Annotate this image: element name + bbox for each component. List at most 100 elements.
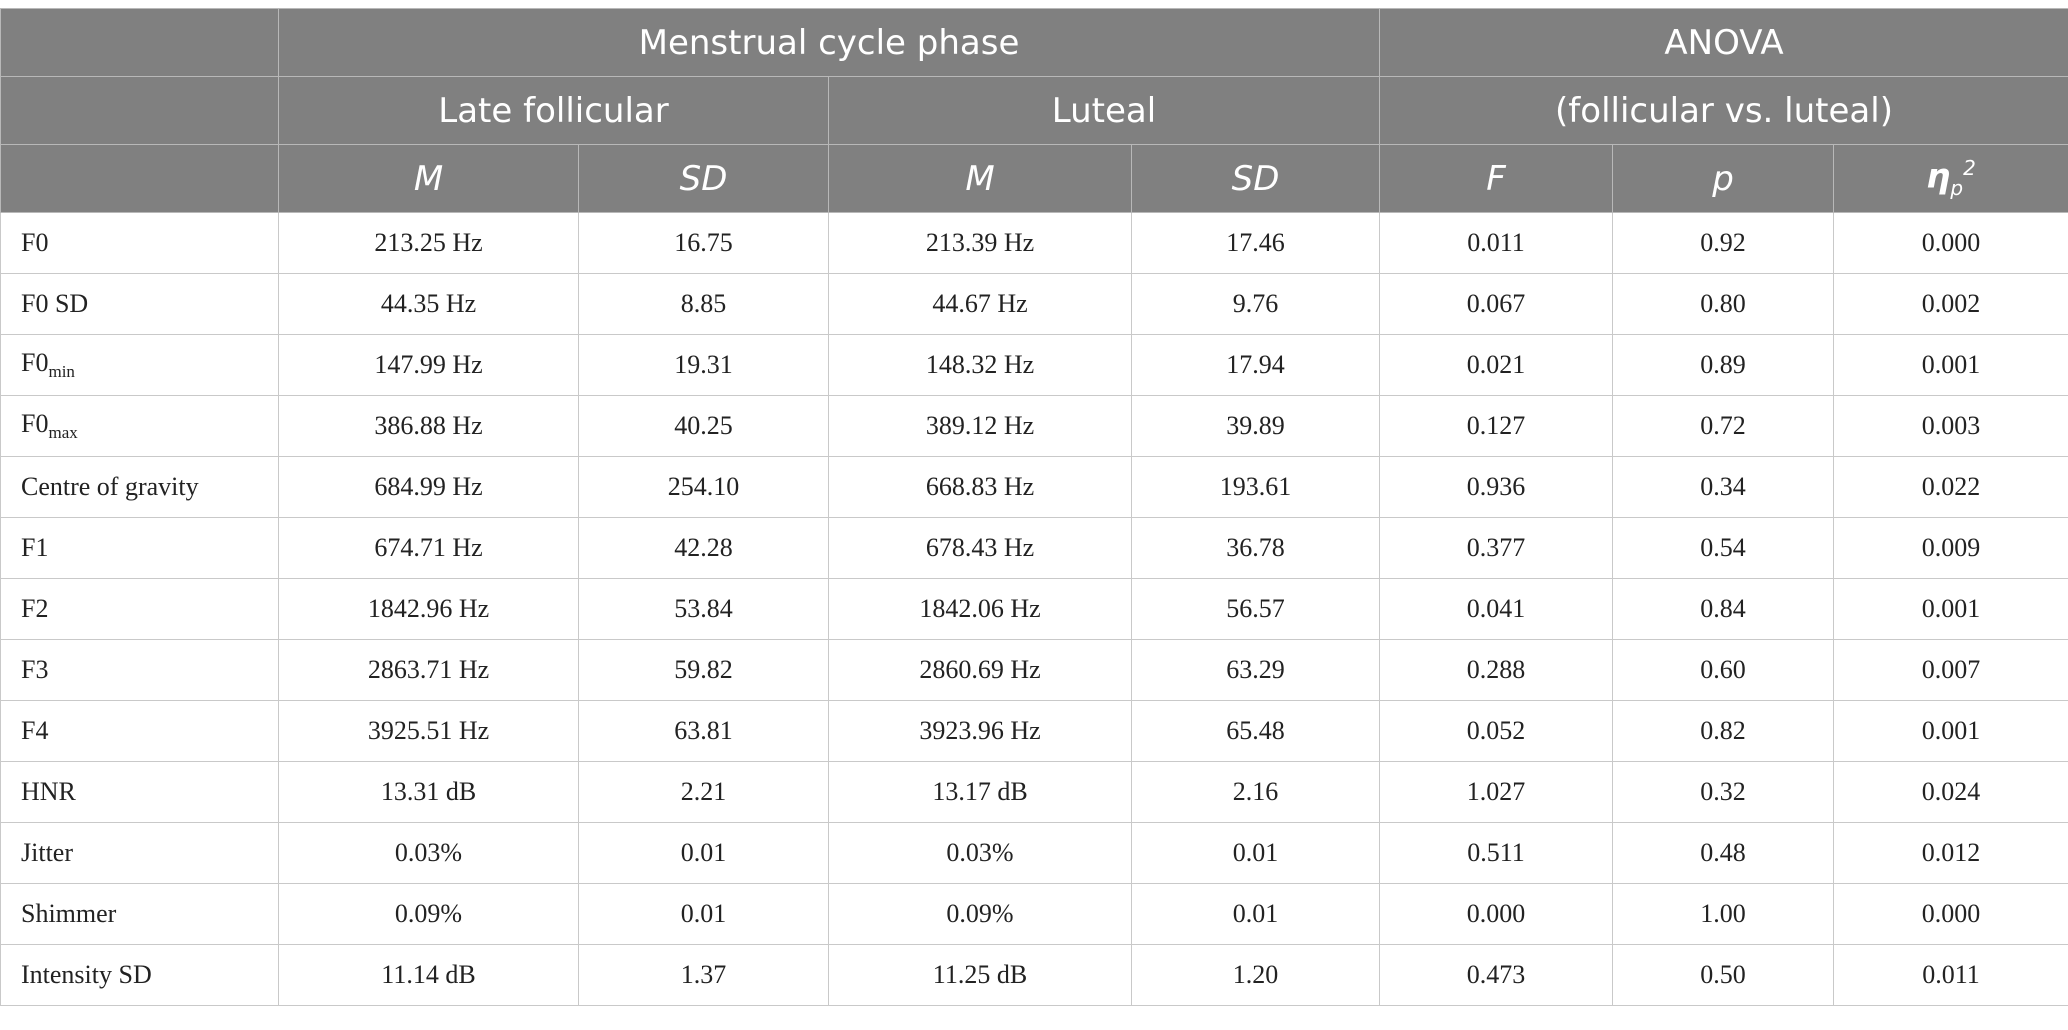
row-label: F0max [0,395,279,457]
anova-eta-cell: 0.012 [1832,822,2068,884]
table-row: F3 2863.71 Hz 59.82 2860.69 Hz 63.29 0.288 0.6… [0,639,2068,701]
row-label-text: Centre of gravity [21,472,199,501]
follicular-sd-cell: 1.37 [578,944,829,1006]
follicular-m-cell: 2863.71 Hz [278,639,579,701]
table-row: HNR 13.31 dB 2.21 13.17 dB 2.16 1.027 0.32 0.02… [0,761,2068,823]
follicular-m-cell: 386.88 Hz [278,395,579,457]
anova-p-cell: 0.82 [1612,700,1834,762]
follicular-m-cell: 44.35 Hz [278,273,579,335]
anova-eta-cell: 0.003 [1832,395,2068,457]
anova-f-cell: 0.377 [1379,517,1613,579]
row-label: F4 [0,700,279,762]
header-anova-f: F [1379,144,1613,213]
anova-f-cell: 0.067 [1379,273,1613,335]
follicular-sd-cell: 63.81 [578,700,829,762]
header-luteal-sd: SD [1131,144,1380,213]
row-label-text: F0 [21,408,49,438]
follicular-m-cell: 684.99 Hz [278,456,579,518]
follicular-m-cell: 0.09% [278,883,579,945]
header-late-follicular: Late follicular [278,76,829,145]
luteal-m-cell: 148.32 Hz [828,334,1132,396]
anova-eta-cell: 0.001 [1832,334,2068,396]
row-label-text: F2 [21,594,49,623]
anova-p-cell: 0.92 [1612,212,1834,274]
follicular-m-cell: 1842.96 Hz [278,578,579,640]
anova-eta-cell: 0.024 [1832,761,2068,823]
anova-eta-cell: 0.000 [1832,883,2068,945]
follicular-m-cell: 213.25 Hz [278,212,579,274]
anova-p-cell: 1.00 [1612,883,1834,945]
anova-eta-cell: 0.007 [1832,639,2068,701]
luteal-m-cell: 44.67 Hz [828,273,1132,335]
header-corner [0,8,279,77]
table-row: F4 3925.51 Hz 63.81 3923.96 Hz 65.48 0.052 0.8… [0,700,2068,762]
anova-p-cell: 0.34 [1612,456,1834,518]
header-follicular-m: M [278,144,579,213]
follicular-sd-cell: 8.85 [578,273,829,335]
anova-f-cell: 0.127 [1379,395,1613,457]
luteal-m-cell: 11.25 dB [828,944,1132,1006]
anova-p-cell: 0.54 [1612,517,1834,579]
anova-p-cell: 0.60 [1612,639,1834,701]
anova-f-cell: 1.027 [1379,761,1613,823]
table-row: F2 1842.96 Hz 53.84 1842.06 Hz 56.57 0.041 0.8… [0,578,2068,640]
follicular-m-cell: 13.31 dB [278,761,579,823]
row-label: F3 [0,639,279,701]
luteal-sd-cell: 193.61 [1131,456,1380,518]
row-label: HNR [0,761,279,823]
luteal-m-cell: 668.83 Hz [828,456,1132,518]
follicular-sd-cell: 2.21 [578,761,829,823]
luteal-m-cell: 13.17 dB [828,761,1132,823]
table-row: F0 213.25 Hz 16.75 213.39 Hz 17.46 0.011 0.92 0… [0,212,2068,274]
header-luteal: Luteal [828,76,1380,145]
anova-f-cell: 0.473 [1379,944,1613,1006]
row-label: Intensity SD [0,944,279,1006]
anova-f-cell: 0.288 [1379,639,1613,701]
anova-p-cell: 0.48 [1612,822,1834,884]
anova-eta-cell: 0.009 [1832,517,2068,579]
row-label-text: F0 [21,228,49,257]
row-label-text: Intensity SD [21,960,152,989]
eta-subscript: p [1950,176,1964,201]
table-row: Intensity SD 11.14 dB 1.37 11.25 dB 1.20 0.47… [0,944,2068,1006]
header-phase-title: Menstrual cycle phase [278,8,1380,77]
luteal-sd-cell: 0.01 [1131,822,1380,884]
anova-p-cell: 0.32 [1612,761,1834,823]
row-label: F2 [0,578,279,640]
follicular-m-cell: 147.99 Hz [278,334,579,396]
follicular-sd-cell: 0.01 [578,822,829,884]
luteal-sd-cell: 9.76 [1131,273,1380,335]
row-label-text: Shimmer [21,899,117,928]
header-luteal-m: M [828,144,1132,213]
follicular-m-cell: 0.03% [278,822,579,884]
anova-p-cell: 0.89 [1612,334,1834,396]
follicular-m-cell: 674.71 Hz [278,517,579,579]
luteal-sd-cell: 17.46 [1131,212,1380,274]
anova-f-cell: 0.021 [1379,334,1613,396]
row-label-subscript: min [48,362,75,382]
results-table: Menstrual cycle phase ANOVA Late follicu… [0,8,2068,1006]
luteal-sd-cell: 39.89 [1131,395,1380,457]
header-anova-subtitle: (follicular vs. luteal) [1378,76,2068,145]
row-label-text: F1 [21,533,49,562]
anova-p-cell: 0.72 [1612,395,1834,457]
row-label-text: F3 [21,655,49,684]
row-label-text: F0 SD [21,289,89,318]
luteal-sd-cell: 63.29 [1131,639,1380,701]
header-anova-title: ANOVA [1378,8,2068,77]
luteal-sd-cell: 1.20 [1131,944,1380,1006]
luteal-m-cell: 3923.96 Hz [828,700,1132,762]
eta-symbol: η [1926,156,1951,197]
row-label: Jitter [0,822,279,884]
table-row: Shimmer 0.09% 0.01 0.09% 0.01 0.000 1.00 0.000 [0,883,2068,945]
luteal-sd-cell: 65.48 [1131,700,1380,762]
header-corner-2 [0,76,279,145]
row-label: F0 [0,212,279,274]
anova-eta-cell: 0.001 [1832,578,2068,640]
row-label-text: F0 [21,347,49,377]
follicular-m-cell: 11.14 dB [278,944,579,1006]
luteal-m-cell: 0.09% [828,883,1132,945]
header-corner-3 [0,144,279,213]
luteal-sd-cell: 17.94 [1131,334,1380,396]
row-label-text: F4 [21,716,49,745]
